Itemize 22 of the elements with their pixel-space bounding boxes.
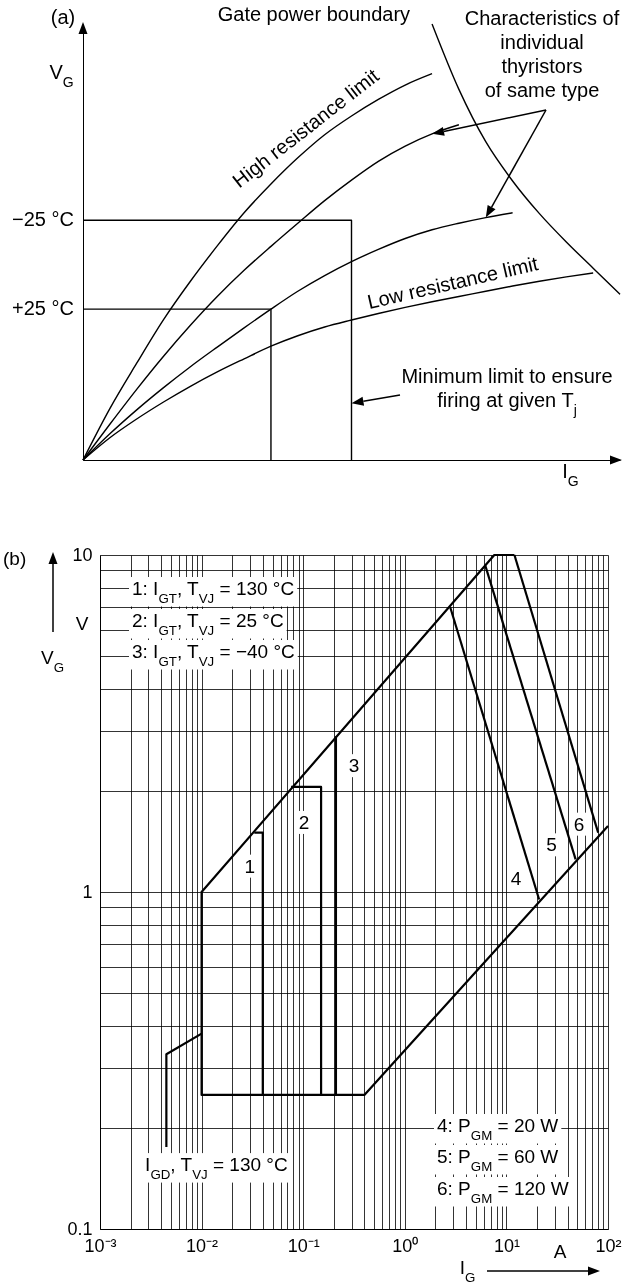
text: Low resistance limit [365, 252, 541, 313]
annotation: Characteristics of individual thyristors of same type [464, 7, 620, 101]
text: V [75, 613, 89, 634]
x-tick-label: 10² [595, 1235, 622, 1256]
x-tick-label: 10⁻² [186, 1235, 219, 1256]
x-tick-label: 10⁻¹ [287, 1235, 320, 1256]
series-label: +25 °C [12, 297, 74, 320]
annotation: Minimum limit to ensure firing at given T$_{j}$ [401, 365, 613, 418]
series-label: −25 °C [12, 208, 74, 231]
series-label: Gate power boundary [217, 3, 411, 25]
x-tick-label: 10¹ [493, 1235, 520, 1256]
y-tick-label: 1 [82, 881, 93, 902]
text: A [553, 1241, 567, 1262]
y-axis-title: V$_{G}$ [49, 60, 74, 90]
x-tick-label: 10⁰ [392, 1235, 419, 1256]
x-axis-title: I$_{G}$ [562, 459, 579, 489]
text: (b) [3, 548, 27, 569]
x-axis-title: I$_{G}$ [459, 1256, 476, 1284]
y-axis-title: V$_{G}$ [40, 646, 65, 674]
series-label: 4 [510, 867, 522, 889]
text: (a) [50, 6, 76, 28]
y-tick-label: 10 [72, 544, 93, 565]
